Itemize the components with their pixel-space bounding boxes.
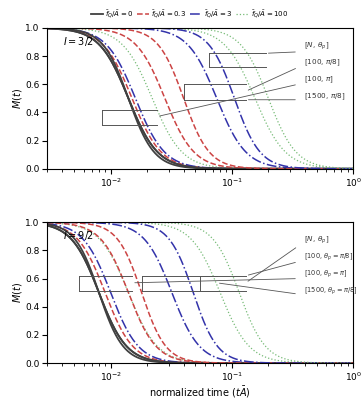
X-axis label: normalized time $(t\bar{A})$: normalized time $(t\bar{A})$ bbox=[149, 385, 251, 399]
Text: $[1500,\,\theta_p=\pi/8]$: $[1500,\,\theta_p=\pi/8]$ bbox=[304, 285, 357, 297]
Text: $I = 9/2$: $I = 9/2$ bbox=[63, 229, 94, 242]
Text: $[100,\,\pi]$: $[100,\,\pi]$ bbox=[304, 75, 334, 85]
Text: $[N,\,\theta_p]$: $[N,\,\theta_p]$ bbox=[304, 40, 329, 52]
Text: $[1500,\,\pi/8]$: $[1500,\,\pi/8]$ bbox=[304, 92, 345, 102]
Text: $[100,\,\theta_p=\pi/8]$: $[100,\,\theta_p=\pi/8]$ bbox=[304, 252, 353, 263]
Text: $I = 3/2$: $I = 3/2$ bbox=[63, 35, 94, 48]
Legend: $\bar{f}_Q/\bar{A} = 0$, $\bar{f}_Q/\bar{A} = 0.3$, $\bar{f}_Q/\bar{A} = 3$, $\b: $\bar{f}_Q/\bar{A} = 0$, $\bar{f}_Q/\bar… bbox=[88, 6, 291, 23]
Y-axis label: $M(t)$: $M(t)$ bbox=[11, 88, 24, 109]
Text: $[100,\,\pi/8]$: $[100,\,\pi/8]$ bbox=[304, 58, 341, 68]
Text: $[100,\,\theta_p=\pi]$: $[100,\,\theta_p=\pi]$ bbox=[304, 269, 347, 280]
Y-axis label: $M(t)$: $M(t)$ bbox=[11, 282, 24, 303]
Text: $[N,\,\theta_p]$: $[N,\,\theta_p]$ bbox=[304, 235, 329, 246]
